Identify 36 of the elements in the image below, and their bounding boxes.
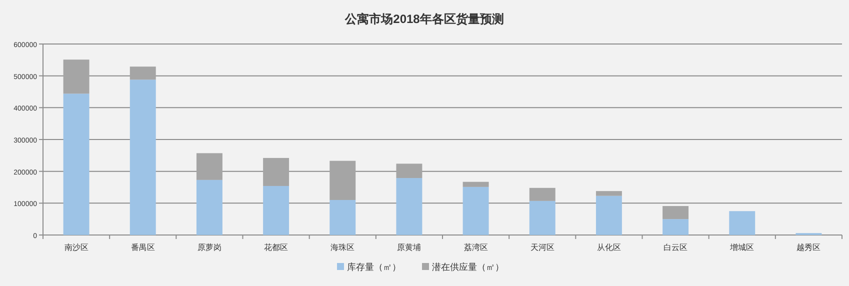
bar [596, 196, 622, 235]
bar [330, 200, 356, 235]
chart-title: 公寓市场2018年各区货量预测 [344, 12, 504, 26]
x-tick-label: 海珠区 [330, 243, 355, 252]
bar [63, 94, 90, 235]
x-tick-label: 番禺区 [130, 243, 155, 252]
bar [396, 164, 422, 178]
bar [462, 182, 489, 187]
x-tick-label: 南沙区 [64, 243, 88, 252]
x-tick-label: 从化区 [596, 243, 621, 252]
x-tick-label: 白云区 [664, 243, 688, 252]
bar [263, 158, 290, 186]
bar [196, 180, 222, 235]
bar [330, 160, 356, 200]
bar [529, 200, 556, 235]
bar [596, 191, 622, 196]
x-tick-label: 天河区 [530, 243, 554, 252]
x-tick-label: 原黄埔 [397, 243, 422, 252]
bar [462, 186, 489, 235]
x-tick-label: 荔湾区 [464, 243, 488, 252]
bar [529, 188, 556, 201]
bar [63, 60, 90, 94]
bar [662, 206, 689, 220]
bar [396, 178, 422, 235]
bar [130, 66, 156, 80]
legend-label: 潜在供应量（㎡） [432, 262, 504, 272]
x-tick-label: 越秀区 [796, 243, 821, 252]
bar [130, 80, 156, 235]
x-tick-label: 增城区 [729, 243, 754, 252]
legend-label: 库存量（㎡） [347, 262, 401, 272]
bar [662, 219, 689, 235]
bar [196, 153, 222, 180]
x-tick-label: 原萝岗 [197, 243, 222, 252]
bar [263, 186, 290, 235]
x-tick-label: 花都区 [264, 243, 288, 252]
bar [729, 211, 756, 235]
